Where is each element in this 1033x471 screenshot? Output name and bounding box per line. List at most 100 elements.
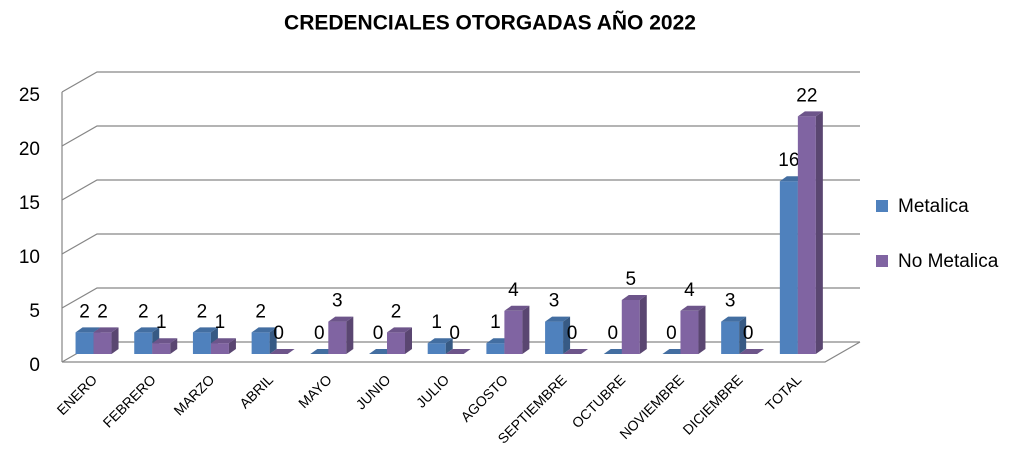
bar-side <box>405 327 413 354</box>
value-label: 3 <box>549 291 560 312</box>
x-tick-label: MAYO <box>295 371 335 411</box>
value-label: 16 <box>778 150 799 171</box>
bar <box>445 349 471 354</box>
bar-front <box>328 321 347 354</box>
value-label: 1 <box>431 312 442 333</box>
value-label: 0 <box>666 323 677 344</box>
value-label: 1 <box>215 312 226 333</box>
value-label: 2 <box>138 301 149 322</box>
bar-top <box>797 111 823 117</box>
value-label: 0 <box>314 323 325 344</box>
bar-front <box>192 332 211 354</box>
bar-top <box>210 338 236 344</box>
bar <box>721 316 747 354</box>
bar-front <box>427 343 446 354</box>
bar-side <box>269 327 277 354</box>
legend-swatch <box>876 200 888 212</box>
value-label: 5 <box>625 269 636 290</box>
bar-side <box>815 111 823 355</box>
value-label: 0 <box>743 323 754 344</box>
bar <box>251 327 277 354</box>
x-tick-label: JUNIO <box>353 371 394 412</box>
bar-front <box>797 116 816 355</box>
x-tick-label: JULIO <box>413 371 452 410</box>
bar-top <box>504 305 530 311</box>
bar-top <box>545 316 571 322</box>
value-label: 1 <box>156 312 167 333</box>
bar-front <box>93 332 112 354</box>
bar <box>210 338 236 354</box>
bar-side <box>111 327 119 354</box>
value-label: 2 <box>255 301 266 322</box>
bar-side <box>698 305 706 354</box>
y-tick-label: 25 <box>19 85 40 106</box>
x-tick-label: TOTAL <box>762 371 804 413</box>
value-label: 22 <box>796 85 817 106</box>
grid-line <box>61 125 860 147</box>
grid-line <box>61 233 860 255</box>
bar-front <box>152 343 171 354</box>
x-tick-label: ENERO <box>54 371 101 418</box>
legend-label: Metalica <box>898 196 969 217</box>
bar-front <box>210 343 229 354</box>
bar <box>504 305 530 354</box>
value-label: 0 <box>567 323 578 344</box>
bar-top <box>445 349 471 354</box>
value-label: 3 <box>725 291 736 312</box>
value-label: 3 <box>332 291 343 312</box>
x-tick-label: FEBRERO <box>100 371 159 430</box>
bar-side <box>563 316 571 354</box>
bar-front <box>680 310 699 354</box>
legend-label: No Metalica <box>898 251 999 272</box>
bar-front <box>545 321 564 354</box>
value-label: 1 <box>490 312 501 333</box>
bar-front <box>251 332 270 354</box>
bar-side <box>445 338 453 354</box>
bar <box>621 295 647 354</box>
bar-side <box>228 338 236 354</box>
value-label: 0 <box>449 323 460 344</box>
floor <box>62 341 861 363</box>
bar-front <box>621 300 640 354</box>
bar-front <box>75 332 94 354</box>
bar-front <box>721 321 740 354</box>
bar <box>545 316 571 354</box>
grid-line <box>61 71 860 93</box>
bar-top <box>152 338 178 344</box>
bar-top <box>251 327 277 333</box>
bar-side <box>346 316 354 354</box>
bar-top <box>563 349 589 354</box>
value-label: 0 <box>607 323 618 344</box>
bar-top <box>134 327 160 333</box>
x-tick-label: ABRIL <box>236 371 276 411</box>
value-label: 2 <box>197 301 208 322</box>
value-label: 0 <box>373 323 384 344</box>
grid-line <box>61 179 860 201</box>
y-tick-label: 5 <box>29 301 40 322</box>
bar <box>427 338 453 354</box>
bar-top <box>721 316 747 322</box>
y-tick-label: 15 <box>19 193 40 214</box>
x-tick-label: MARZO <box>170 371 217 418</box>
bar <box>328 316 354 354</box>
bar-top <box>680 305 706 311</box>
bar <box>680 305 706 354</box>
chart-title: CREDENCIALES OTORGADAS AÑO 2022 <box>284 12 696 35</box>
bar-top <box>387 327 413 333</box>
bar <box>387 327 413 354</box>
bar-side <box>170 338 178 354</box>
bar-front <box>387 332 406 354</box>
bar-front <box>779 181 798 354</box>
value-label: 2 <box>79 301 90 322</box>
bar-top <box>739 349 765 354</box>
x-tick-label: AGOSTO <box>457 371 511 425</box>
bar <box>563 349 589 354</box>
value-label: 2 <box>391 301 402 322</box>
bar-front <box>134 332 153 354</box>
bar <box>797 111 823 355</box>
bar-side <box>522 305 530 354</box>
y-tick-label: 20 <box>19 139 40 160</box>
bar-front <box>486 343 505 354</box>
bar-top <box>427 338 453 344</box>
